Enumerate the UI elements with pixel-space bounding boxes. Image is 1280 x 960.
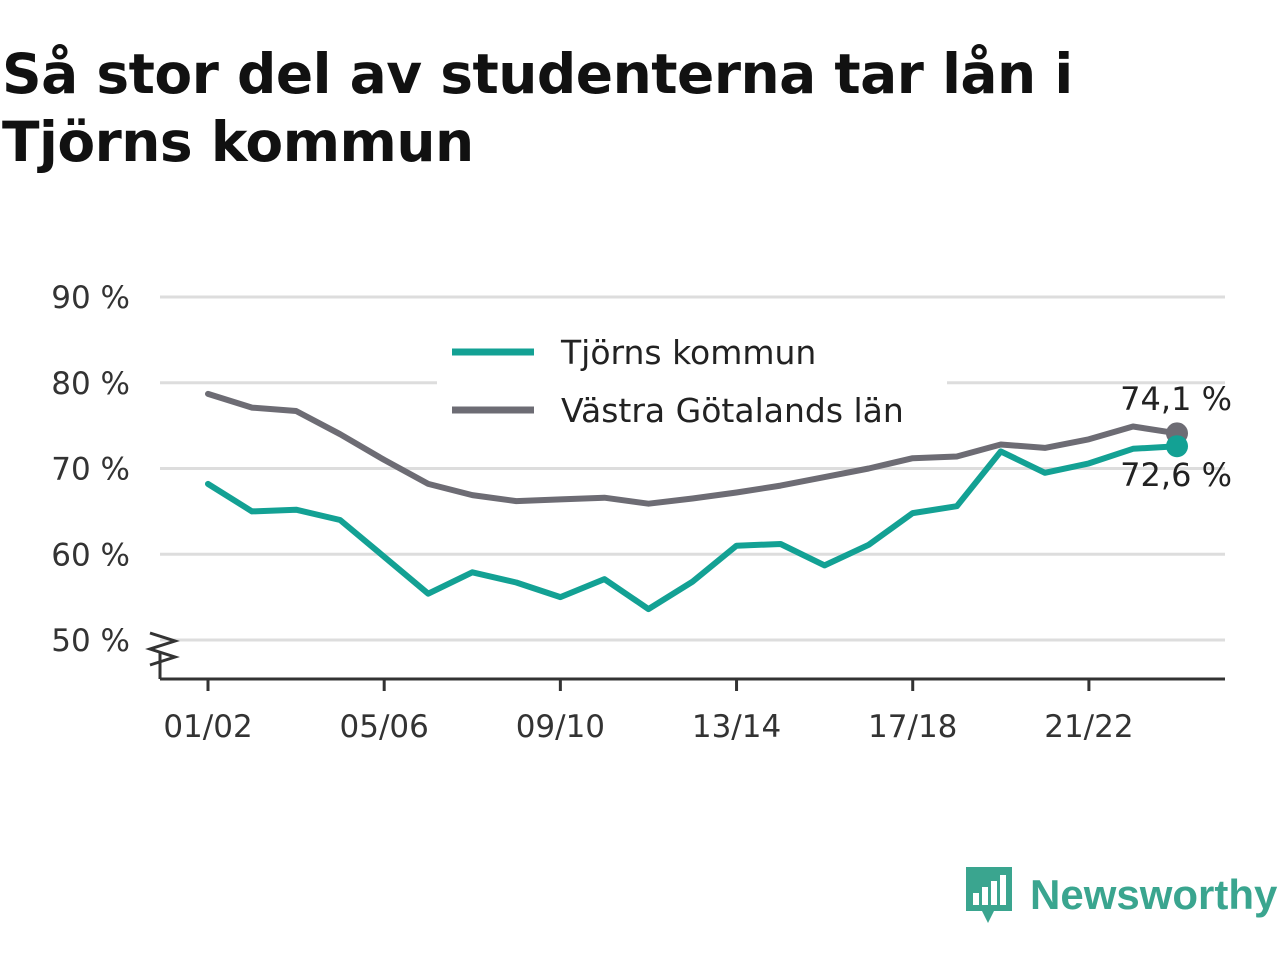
- y-tick-label: 60 %: [51, 537, 130, 573]
- end-label-tjorn: 72,6 %: [1120, 456, 1232, 494]
- legend: Tjörns kommun Västra Götalands län: [437, 320, 947, 432]
- x-tick-label: 05/06: [340, 709, 429, 745]
- x-tick-label: 09/10: [516, 709, 605, 745]
- legend-label: Västra Götalands län: [561, 391, 904, 430]
- series-line: [205, 443, 1180, 613]
- gridlines: [160, 295, 1225, 642]
- brand-name: Newsworthy: [1030, 871, 1278, 918]
- y-tick-label: 70 %: [51, 452, 130, 488]
- x-tick-label: 21/22: [1044, 709, 1133, 745]
- y-tick-label: 90 %: [51, 280, 130, 316]
- chart-title: Så stor del av studenterna tar lån i Tjö…: [2, 42, 1073, 174]
- series-endpoint: [1166, 435, 1188, 458]
- x-tick-label: 01/02: [163, 709, 252, 745]
- axis-break-mark: [145, 631, 180, 667]
- series-line: [205, 390, 1180, 507]
- x-tick-label: 13/14: [692, 709, 781, 745]
- y-tick-label: 80 %: [51, 366, 130, 402]
- end-labels: 74,1 % 72,6 %: [1120, 380, 1232, 494]
- y-axis-ticks: 50 % 60 % 70 % 80 % 90 %: [51, 280, 130, 659]
- legend-label: Tjörns kommun: [560, 333, 816, 372]
- y-tick-label: 50 %: [51, 623, 130, 659]
- end-label-vastra-gotaland: 74,1 %: [1120, 380, 1232, 418]
- series-lines: [205, 390, 1188, 613]
- newsworthy-brand: Newsworthy: [964, 864, 1277, 926]
- newsworthy-logo-icon: [966, 867, 1012, 923]
- x-tick-label: 17/18: [868, 709, 957, 745]
- x-axis: 01/02 05/06 09/10 13/14 17/18 21/22: [145, 631, 1225, 745]
